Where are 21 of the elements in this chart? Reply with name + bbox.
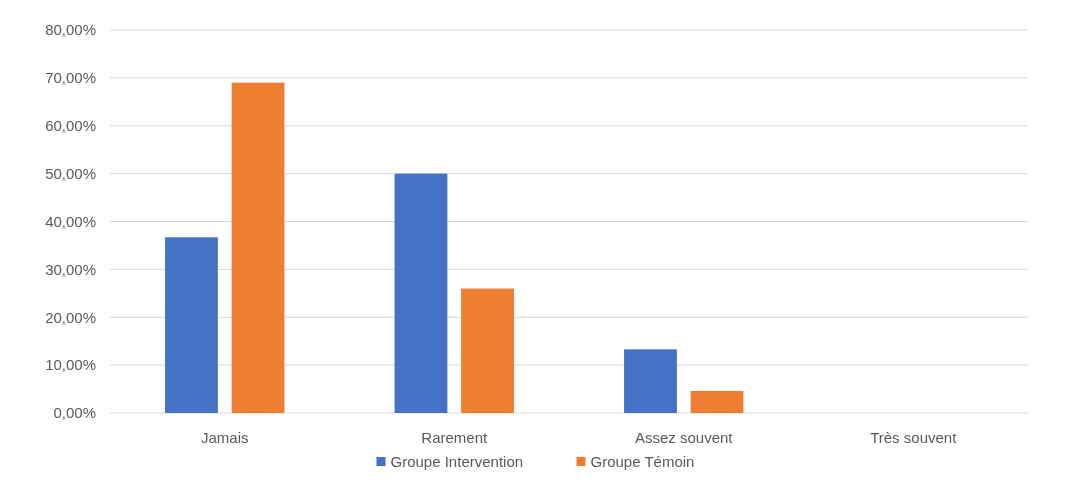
x-tick-label: Assez souvent <box>634 429 734 446</box>
bar <box>231 82 285 413</box>
y-tick-label: 50,00% <box>45 164 96 182</box>
bar <box>690 390 744 413</box>
y-tick-label: 20,00% <box>45 308 96 326</box>
y-tick-label: 0,00% <box>53 404 96 422</box>
x-tick-label: Très souvent <box>870 429 958 446</box>
y-tick-label: 70,00% <box>45 69 96 87</box>
y-tick-label: 80,00% <box>45 21 96 39</box>
legend-label: Groupe Témoin <box>590 453 695 471</box>
legend-label: Groupe Intervention <box>390 453 524 471</box>
y-tick-label: 30,00% <box>45 260 96 278</box>
y-tick-label: 10,00% <box>45 356 96 374</box>
bar <box>165 237 218 413</box>
bar <box>394 173 448 413</box>
bar <box>624 349 677 413</box>
x-tick-label: Rarement <box>421 429 489 446</box>
x-tick-label: Jamais <box>200 429 249 446</box>
y-tick-label: 60,00% <box>45 117 96 134</box>
y-tick-label: 40,00% <box>45 212 96 230</box>
bar <box>461 288 514 413</box>
